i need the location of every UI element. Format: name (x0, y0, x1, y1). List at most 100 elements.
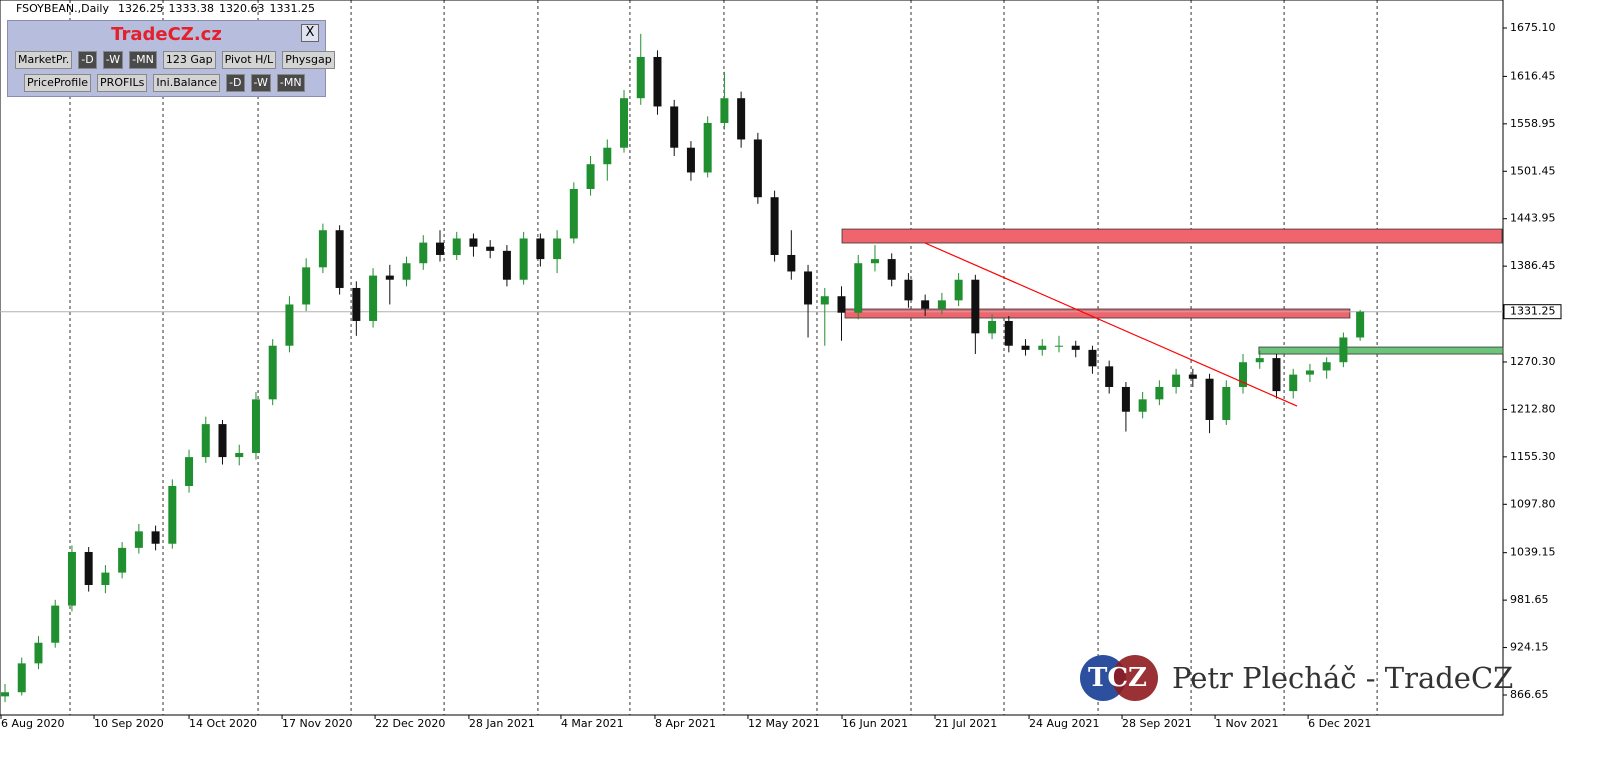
candle-body (235, 452, 244, 458)
candle-body (168, 485, 177, 544)
candle-body (1172, 374, 1181, 387)
panel-button[interactable]: MarketPr. (15, 51, 73, 69)
candle-body (1339, 337, 1348, 363)
panel-button[interactable]: -D (226, 74, 245, 92)
candle-body (603, 147, 612, 165)
x-tick-label: 22 Dec 2020 (375, 717, 445, 730)
last-price-box (1503, 304, 1562, 320)
candle-body (118, 547, 127, 573)
candle-body (185, 457, 194, 486)
panel-button[interactable]: Physgap (282, 51, 335, 69)
candle-body (218, 424, 227, 458)
candle-body (737, 98, 746, 140)
candle-body (435, 242, 444, 255)
ohlc-value: 1331.25 (270, 2, 316, 15)
candle-body (1356, 311, 1365, 338)
candle-body (469, 238, 478, 247)
candle-body (988, 320, 997, 334)
candle-body (904, 279, 913, 301)
candle-body (553, 238, 562, 260)
panel-button[interactable]: PriceProfile (24, 74, 92, 92)
candle-body (971, 279, 980, 334)
candle-body (1, 692, 10, 697)
close-button[interactable]: X (301, 24, 319, 42)
candle-body (1088, 349, 1097, 367)
ohlc-header: 1326.25 1333.38 1320.63 1331.25 (118, 2, 315, 15)
candle-body (854, 263, 863, 313)
candle-body (837, 296, 846, 313)
candle-body (285, 304, 294, 346)
candle-body (502, 250, 511, 280)
candle-body (1021, 345, 1030, 350)
y-tick-label: 1501.45 (1510, 164, 1556, 177)
candle-body (101, 572, 110, 585)
candle-body (1138, 399, 1147, 412)
candle-body (569, 188, 578, 239)
ohlc-value: 1326.25 (118, 2, 164, 15)
candle-body (352, 287, 361, 321)
y-tick-label: 1616.45 (1510, 69, 1556, 82)
candle-body (335, 230, 344, 288)
x-tick-label: 24 Aug 2021 (1029, 717, 1099, 730)
button-row: PriceProfile PROFILs Ini.Balance -D -W -MN (24, 74, 305, 92)
y-tick-label: 1039.15 (1510, 546, 1556, 559)
candle-body (921, 300, 930, 309)
y-tick-label: 1212.80 (1510, 402, 1556, 415)
candle-body (17, 663, 26, 693)
x-tick-label: 14 Oct 2020 (189, 717, 257, 730)
candle-body (820, 296, 829, 305)
button-row: MarketPr. -D -W -MN 123 Gap Pivot H/L Physgap (15, 51, 335, 69)
x-tick-label: 28 Sep 2021 (1122, 717, 1192, 730)
candle-body (770, 197, 779, 255)
candle-body (720, 98, 729, 123)
panel-title: TradeCZ.cz (111, 24, 222, 45)
candle-body (1272, 358, 1281, 392)
x-tick-label: 1 Nov 2021 (1215, 717, 1278, 730)
candle-body (620, 98, 629, 148)
candle-body (201, 424, 210, 458)
candle-body (1071, 345, 1080, 350)
candle-body (84, 551, 93, 585)
panel-button[interactable]: -W (102, 51, 124, 69)
candle-body (402, 263, 411, 280)
y-tick-label: 981.65 (1510, 593, 1549, 606)
candle-body (34, 642, 43, 664)
y-tick-label: 1443.95 (1510, 212, 1556, 225)
panel-button[interactable]: -D (78, 51, 97, 69)
candle-body (134, 531, 143, 548)
y-tick-label: 1675.10 (1510, 21, 1556, 34)
candle-body (1222, 386, 1231, 420)
zone (841, 228, 1503, 244)
candle-body (519, 238, 528, 280)
panel-button[interactable]: -W (250, 74, 271, 92)
x-tick-label: 21 Jul 2021 (935, 717, 997, 730)
panel-button[interactable]: -MN (129, 51, 157, 69)
x-tick-label: 10 Sep 2020 (94, 717, 164, 730)
candle-body (151, 531, 160, 544)
candle-body (302, 267, 311, 305)
candle-body (586, 164, 595, 189)
candle-body (636, 56, 645, 99)
candle-body (1239, 362, 1248, 387)
candle-body (753, 139, 762, 198)
panel-button[interactable]: PROFILs (97, 74, 148, 92)
last-price-label: 1331.25 (1510, 305, 1556, 318)
candle-body (1255, 358, 1264, 363)
panel-button[interactable]: 123 Gap (162, 51, 216, 69)
x-tick-label: 28 Jan 2021 (469, 717, 535, 730)
y-tick-label: 1097.80 (1510, 497, 1556, 510)
candle-body (1105, 366, 1114, 387)
candle-body (51, 605, 60, 643)
x-tick-label: 4 Mar 2021 (561, 717, 624, 730)
zone (844, 308, 1351, 319)
y-tick-label: 866.65 (1510, 688, 1549, 701)
panel-button[interactable]: Ini.Balance (153, 74, 221, 92)
candle-body (369, 275, 378, 321)
y-tick-label: 1155.30 (1510, 450, 1556, 463)
panel-button[interactable]: -MN (276, 74, 305, 92)
candle-body (703, 122, 712, 173)
candle-body (653, 56, 662, 107)
candle-body (1004, 320, 1013, 346)
panel-button[interactable]: Pivot H/L (221, 51, 277, 69)
